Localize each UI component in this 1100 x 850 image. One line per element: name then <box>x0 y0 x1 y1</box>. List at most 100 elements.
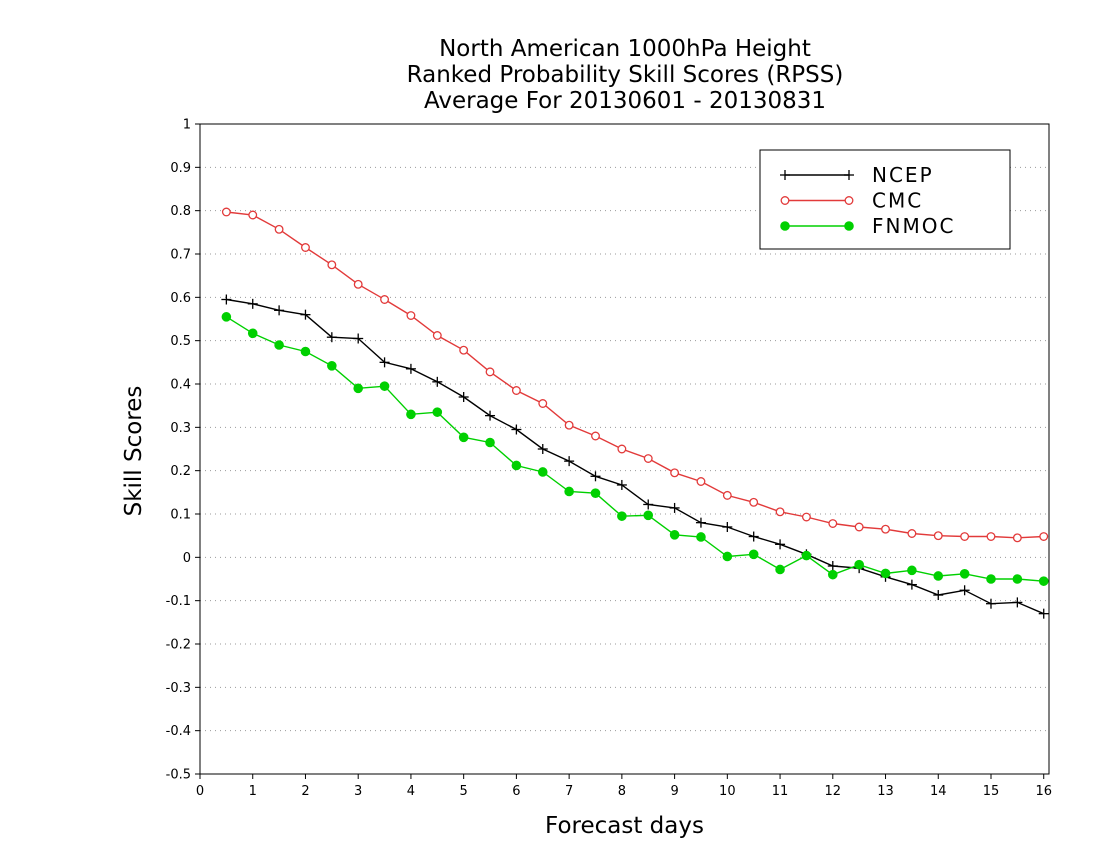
data-point-ncep <box>590 471 601 482</box>
x-tick-label: 7 <box>565 784 573 799</box>
x-tick-label: 11 <box>772 784 789 799</box>
data-point-fnmoc <box>379 381 390 391</box>
x-tick-label: 8 <box>618 784 626 799</box>
data-point-fnmoc <box>1012 574 1023 584</box>
data-point-cmc <box>564 420 574 430</box>
data-point-cmc <box>907 529 917 538</box>
data-point-ncep <box>326 332 337 343</box>
data-point-ncep <box>748 531 759 542</box>
data-point-ncep <box>985 598 996 609</box>
data-point-cmc <box>432 331 442 340</box>
data-point-fnmoc <box>827 569 838 580</box>
legend-marker <box>844 170 854 180</box>
series-cmc <box>221 207 1049 543</box>
data-point-fnmoc <box>669 530 680 540</box>
x-tick-label: 10 <box>719 784 736 799</box>
legend-marker <box>780 221 790 231</box>
plot-area <box>199 123 1050 775</box>
x-axis-ticks: 0 1 2 3 4 5 6 7 8 9 10 11 12 13 14 15 16 <box>196 774 1052 799</box>
data-point-cmc <box>274 224 284 234</box>
data-point-ncep <box>485 410 496 421</box>
data-point-ncep <box>564 456 575 467</box>
y-tick-label: -0.5 <box>166 768 191 783</box>
y-tick-label: 1 <box>183 118 191 133</box>
y-tick-label: -0.4 <box>166 724 191 739</box>
data-point-ncep <box>959 585 970 596</box>
data-point-fnmoc <box>485 437 495 448</box>
series-line-fnmoc <box>226 316 1044 582</box>
data-point-fnmoc <box>696 532 706 542</box>
data-point-fnmoc <box>353 383 363 394</box>
series-layer <box>221 207 1049 619</box>
x-tick-label: 14 <box>930 784 947 799</box>
chart-title: North American 1000hPa Height Ranked Pro… <box>200 36 1050 114</box>
data-point-cmc <box>353 279 363 289</box>
y-tick-label: -0.2 <box>166 638 191 653</box>
y-tick-label: -0.3 <box>166 681 191 696</box>
legend-label: CMC <box>872 189 923 213</box>
data-point-ncep <box>643 499 654 510</box>
data-point-cmc <box>617 444 627 454</box>
chart-title-line-3: Average For 20130601 - 20130831 <box>423 88 827 114</box>
data-point-fnmoc <box>854 559 864 570</box>
data-point-cmc <box>511 386 521 395</box>
chart-title-line-1: North American 1000hPa Height <box>439 36 811 62</box>
y-tick-label: 0.4 <box>170 378 191 393</box>
y-tick-label: 0.1 <box>170 508 191 523</box>
legend-marker <box>844 196 854 205</box>
data-point-fnmoc <box>221 312 232 322</box>
data-point-ncep <box>221 294 232 305</box>
data-point-fnmoc <box>880 568 891 579</box>
y-tick-label: 0.8 <box>170 204 191 219</box>
x-tick-label: 15 <box>983 784 1000 799</box>
data-point-fnmoc <box>907 565 917 576</box>
legend-marker <box>780 170 790 180</box>
data-point-cmc <box>696 477 706 486</box>
legend-box <box>759 149 1011 250</box>
x-tick-label: 12 <box>825 784 842 799</box>
x-tick-label: 1 <box>249 784 257 799</box>
data-point-cmc <box>749 497 759 507</box>
data-point-ncep <box>722 522 733 532</box>
y-tick-label: 0.6 <box>170 291 191 306</box>
data-point-cmc <box>881 524 890 534</box>
data-point-ncep <box>933 590 944 601</box>
data-point-cmc <box>1039 532 1049 541</box>
data-point-ncep <box>353 333 364 344</box>
y-tick-label: 0.9 <box>170 161 191 176</box>
data-point-fnmoc <box>722 551 733 562</box>
legend-item-ncep: NCEP <box>780 163 934 187</box>
data-point-ncep <box>458 392 469 402</box>
y-axis-ticks: -0.5 -0.4 -0.3 -0.2 -0.1 0 0.1 0.2 0.3 0.4 0.5 0.6 0… <box>166 118 200 783</box>
data-point-ncep <box>432 376 443 387</box>
data-point-fnmoc <box>933 571 944 581</box>
data-point-fnmoc <box>274 340 284 350</box>
data-point-fnmoc <box>986 574 996 584</box>
data-point-fnmoc <box>537 467 548 477</box>
y-tick-label: 0.3 <box>170 421 191 436</box>
data-point-cmc <box>828 519 838 528</box>
x-tick-label: 3 <box>354 784 362 799</box>
y-tick-label: 0.2 <box>170 464 191 479</box>
data-point-fnmoc <box>1038 576 1049 586</box>
data-point-fnmoc <box>617 511 627 521</box>
data-point-cmc <box>986 532 996 541</box>
data-point-ncep <box>537 444 548 454</box>
data-point-cmc <box>327 260 337 270</box>
data-point-ncep <box>247 298 258 309</box>
data-point-fnmoc <box>775 564 785 575</box>
data-point-cmc <box>485 367 495 377</box>
data-point-cmc <box>459 345 469 355</box>
data-point-ncep <box>616 479 627 490</box>
series-line-cmc <box>226 211 1044 539</box>
data-point-cmc <box>591 431 600 441</box>
series-fnmoc <box>221 312 1049 586</box>
y-axis-label: Skill Scores <box>121 386 147 517</box>
legend-label: NCEP <box>872 163 934 187</box>
data-point-ncep <box>669 502 680 513</box>
x-tick-label: 13 <box>877 784 894 799</box>
data-point-ncep <box>379 357 390 368</box>
legend-label: FNMOC <box>872 214 955 238</box>
data-point-cmc <box>221 207 231 217</box>
